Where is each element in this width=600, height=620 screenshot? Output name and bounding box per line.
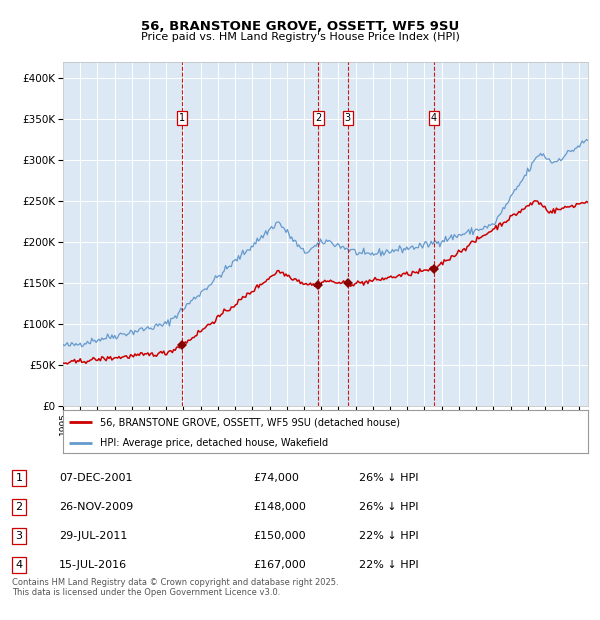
Text: 3: 3 [16, 531, 22, 541]
Text: £74,000: £74,000 [253, 473, 299, 483]
Text: 2: 2 [315, 113, 322, 123]
Text: 26% ↓ HPI: 26% ↓ HPI [359, 502, 418, 512]
Text: 22% ↓ HPI: 22% ↓ HPI [359, 560, 418, 570]
Text: £148,000: £148,000 [253, 502, 306, 512]
Text: 1: 1 [16, 473, 22, 483]
Text: 26-NOV-2009: 26-NOV-2009 [59, 502, 133, 512]
Text: 4: 4 [16, 560, 22, 570]
Text: Price paid vs. HM Land Registry's House Price Index (HPI): Price paid vs. HM Land Registry's House … [140, 32, 460, 42]
Text: £167,000: £167,000 [253, 560, 306, 570]
Text: 26% ↓ HPI: 26% ↓ HPI [359, 473, 418, 483]
Text: 07-DEC-2001: 07-DEC-2001 [59, 473, 133, 483]
Text: HPI: Average price, detached house, Wakefield: HPI: Average price, detached house, Wake… [100, 438, 328, 448]
Text: 1: 1 [179, 113, 185, 123]
Text: 56, BRANSTONE GROVE, OSSETT, WF5 9SU (detached house): 56, BRANSTONE GROVE, OSSETT, WF5 9SU (de… [100, 417, 400, 427]
Text: 15-JUL-2016: 15-JUL-2016 [59, 560, 127, 570]
Text: 3: 3 [344, 113, 351, 123]
Text: £150,000: £150,000 [253, 531, 305, 541]
Text: 56, BRANSTONE GROVE, OSSETT, WF5 9SU: 56, BRANSTONE GROVE, OSSETT, WF5 9SU [141, 20, 459, 33]
Text: 29-JUL-2011: 29-JUL-2011 [59, 531, 127, 541]
Text: 2: 2 [16, 502, 22, 512]
Text: 4: 4 [431, 113, 437, 123]
Text: Contains HM Land Registry data © Crown copyright and database right 2025.
This d: Contains HM Land Registry data © Crown c… [12, 578, 338, 597]
Text: 22% ↓ HPI: 22% ↓ HPI [359, 531, 418, 541]
